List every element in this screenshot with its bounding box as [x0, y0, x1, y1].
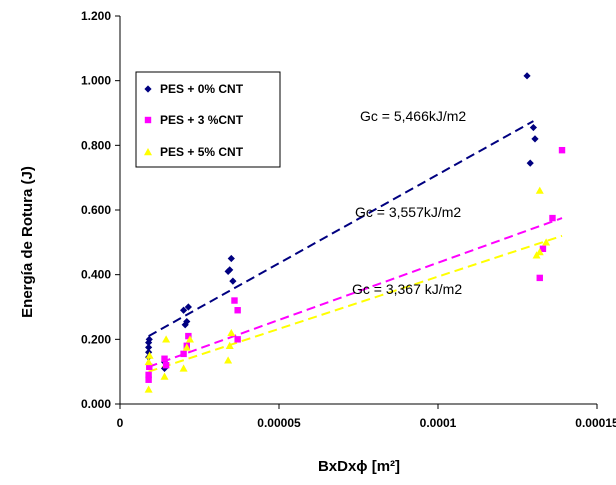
data-point-series-0 [529, 123, 537, 132]
x-tick-label: 0 [117, 416, 124, 430]
data-point-series-0 [526, 159, 534, 167]
data-point-series-0 [531, 135, 539, 143]
data-point-series-1 [145, 376, 152, 383]
annotation-gc-5: Gc = 3,367 kJ/m2 [352, 281, 462, 297]
data-point-series-1 [161, 355, 168, 362]
data-point-series-1 [231, 297, 238, 304]
legend-marker-series-2 [144, 148, 152, 156]
data-points [144, 72, 566, 393]
annotation-gc-0: Gc = 5,466kJ/m2 [360, 108, 466, 124]
y-tick-label: 0.000 [81, 397, 111, 411]
y-tick-label: 0.600 [81, 203, 111, 217]
data-point-series-0 [183, 317, 191, 326]
annotation-gc-3: Gc = 3,557kJ/m2 [355, 204, 461, 220]
data-point-series-2 [179, 364, 188, 372]
x-tick-label: 0.00015 [575, 416, 616, 430]
data-point-series-0 [523, 72, 531, 80]
data-point-series-0 [145, 335, 153, 343]
y-tick-label: 1.200 [81, 9, 111, 23]
legend-marker-series-1 [144, 116, 152, 124]
data-point-series-0 [229, 277, 237, 285]
legend-label-series-2: PES + 5% CNT [160, 145, 244, 159]
data-point-series-0 [180, 306, 188, 314]
data-point-series-2 [144, 385, 153, 393]
y-tick-label: 0.200 [81, 332, 111, 346]
data-point-series-0 [226, 266, 234, 274]
data-point-series-2 [145, 351, 154, 359]
trend-line-series-0 [148, 120, 534, 337]
legend-box [135, 71, 281, 168]
data-point-series-2 [225, 341, 234, 349]
trend-line-series-2 [148, 234, 563, 373]
data-point-series-1 [145, 371, 152, 379]
legend-label-series-1: PES + 3 %CNT [160, 113, 244, 127]
trend-line-series-1 [148, 217, 563, 368]
legend: PES + 0% CNT PES + 3 %CNT PES + 5% CNT [135, 71, 281, 168]
legend-label-series-0: PES + 0% CNT [160, 82, 244, 96]
data-point-series-0 [227, 254, 235, 263]
y-axis-title: Energía de Rotura (J) [19, 166, 36, 318]
data-point-series-1 [558, 146, 566, 154]
x-axis-title: BxDxϕ [m²] [318, 458, 400, 475]
data-point-series-2 [162, 335, 171, 343]
data-point-series-1 [234, 307, 241, 314]
data-point-series-0 [145, 338, 153, 347]
data-point-series-1 [549, 214, 556, 222]
y-tick-label: 0.800 [81, 138, 111, 152]
x-axis-ticks: 0 0.00005 0.0001 0.00015 [117, 404, 616, 430]
data-point-series-2 [144, 357, 153, 366]
data-point-series-1 [185, 332, 192, 340]
data-point-series-1 [146, 363, 153, 371]
trend-lines [148, 120, 563, 373]
data-point-series-2 [535, 248, 544, 256]
x-tick-label: 0.00005 [257, 416, 301, 430]
x-tick-label: 0.0001 [420, 416, 457, 430]
data-point-series-2 [227, 328, 236, 337]
data-point-series-2 [185, 335, 194, 343]
data-point-series-1 [539, 245, 547, 252]
y-axis-ticks: 0.000 0.200 0.400 0.600 0.800 1.000 1.200 [81, 9, 120, 411]
data-point-series-2 [224, 356, 233, 364]
data-point-series-1 [536, 274, 543, 282]
data-point-series-2 [535, 186, 544, 194]
data-point-series-1 [162, 362, 170, 369]
y-tick-label: 1.000 [81, 74, 111, 88]
data-point-series-1 [234, 336, 241, 343]
data-point-series-2 [542, 238, 551, 246]
data-point-series-1 [180, 350, 187, 358]
data-point-series-0 [145, 343, 153, 352]
legend-marker-series-0 [144, 85, 152, 93]
data-point-series-2 [160, 372, 169, 380]
y-tick-label: 0.400 [81, 268, 111, 282]
data-point-series-2 [182, 343, 191, 351]
data-point-series-0 [184, 303, 192, 311]
annotations: Gc = 5,466kJ/m2 Gc = 3,557kJ/m2 Gc = 3,3… [352, 108, 466, 297]
